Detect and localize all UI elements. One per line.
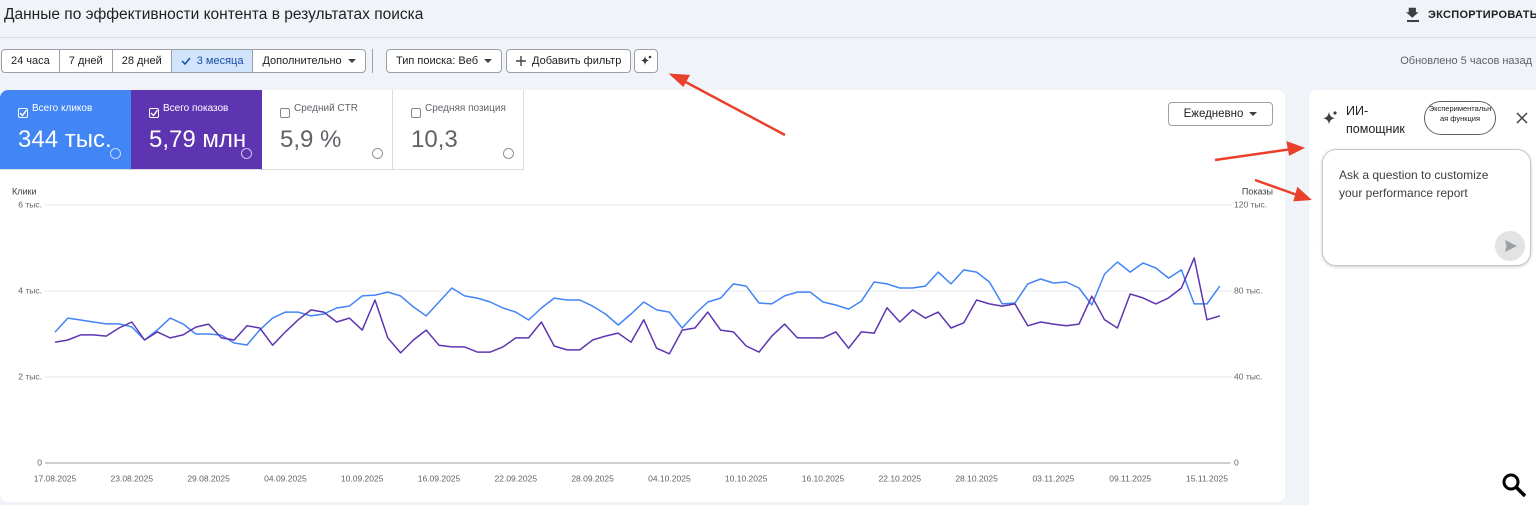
metric-card[interactable]: Всего кликов 344 тыс. <box>0 90 131 170</box>
arrowhead <box>1286 141 1306 156</box>
checkbox <box>280 108 290 118</box>
period-button[interactable]: 7 дней <box>60 50 113 72</box>
more-button[interactable]: Дополнительно <box>253 50 364 72</box>
sparkle-icon <box>641 55 652 65</box>
metric-value: 10,3 <box>411 126 458 153</box>
updated-text: Обновлено 5 часов назад <box>1400 55 1532 67</box>
check-icon <box>19 109 27 117</box>
metric-label: Всего кликов <box>32 103 93 114</box>
add-filter-button[interactable]: Добавить фильтр <box>506 49 632 73</box>
check-path <box>181 57 191 65</box>
help-icon <box>503 148 514 159</box>
metric-value: 5,9 % <box>280 126 342 153</box>
metric-value: 344 тыс. <box>18 126 112 153</box>
sparkle-icon <box>1323 111 1337 124</box>
arrowhead <box>668 73 691 87</box>
period-label: 28 дней <box>121 55 162 67</box>
dropdown-icon <box>347 58 356 63</box>
experimental-badge: Экспериментальная функция <box>1424 101 1496 135</box>
checkbox <box>18 108 28 118</box>
metric-card[interactable]: Средняя позиция 10,3 <box>393 90 524 170</box>
metric-card[interactable]: Средний CTR 5,9 % <box>262 90 393 170</box>
metric-label: Средняя позиция <box>425 103 506 114</box>
page-title: Данные по эффективности контента в резул… <box>4 6 424 23</box>
help-icon <box>110 148 121 159</box>
check-path <box>150 109 158 117</box>
separator <box>0 37 1536 38</box>
metric-value: 5,79 млн <box>149 126 247 153</box>
checkbox <box>149 108 159 118</box>
assistant-title: ИИ-помощник <box>1346 104 1405 136</box>
divider <box>372 49 373 73</box>
search-type-label: Тип поиска: Веб <box>396 55 479 67</box>
dropdown-icon <box>484 58 493 63</box>
check-icon <box>150 109 158 117</box>
checkbox <box>411 108 421 118</box>
more-label: Дополнительно <box>262 55 342 67</box>
add-filter-label: Добавить фильтр <box>532 55 622 67</box>
export-icon[interactable] <box>1406 7 1420 23</box>
send-button[interactable] <box>1494 230 1526 262</box>
period-button[interactable]: 3 месяца <box>171 50 254 72</box>
check-path <box>19 109 27 117</box>
ai-button[interactable] <box>634 49 658 73</box>
granularity-select[interactable]: Ежедневно <box>1168 102 1273 126</box>
plus-icon <box>516 56 526 66</box>
metric-label: Всего показов <box>163 103 229 114</box>
period-label: 3 месяца <box>196 55 244 67</box>
period-selector: 24 часа 7 дней 28 дней 3 месяца Дополнительн… <box>1 49 366 73</box>
metric-card[interactable]: Всего показов 5,79 млн <box>131 90 262 170</box>
close-icon[interactable] <box>1516 112 1528 124</box>
granularity-label: Ежедневно <box>1183 108 1244 120</box>
assistant-placeholder: Ask a question to customize your perform… <box>1339 168 1489 200</box>
period-label: 7 дней <box>68 55 103 67</box>
search-type-button[interactable]: Тип поиска: Веб <box>386 49 503 73</box>
period-label: 24 часа <box>11 55 50 67</box>
search-icon[interactable] <box>1501 472 1527 498</box>
dropdown-path <box>347 58 356 63</box>
metric-label: Средний CTR <box>294 103 358 114</box>
dropdown-icon <box>1249 111 1258 116</box>
help-icon <box>241 148 252 159</box>
arrowhead <box>1293 186 1313 202</box>
check-icon <box>181 57 191 65</box>
export-button[interactable]: ЭКСПОРТИРОВАТЬ <box>1428 9 1536 21</box>
period-button[interactable]: 28 дней <box>113 50 172 72</box>
help-icon <box>372 148 383 159</box>
period-button[interactable]: 24 часа <box>2 50 60 72</box>
